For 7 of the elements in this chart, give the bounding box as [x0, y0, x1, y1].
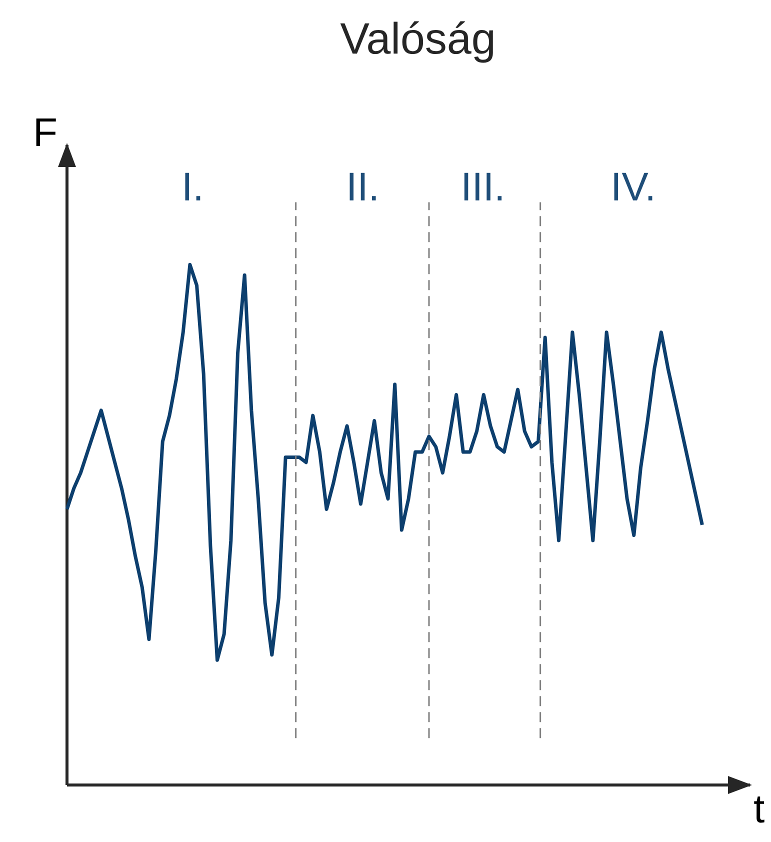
text: IV.: [614, 172, 652, 200]
y-axis-title: F: [36, 118, 56, 146]
chart-title: Valóság: [340, 21, 494, 63]
x-axis-title: t: [754, 796, 764, 823]
text: II.: [350, 172, 376, 200]
text: I.: [185, 172, 200, 200]
text: III.: [464, 172, 502, 200]
